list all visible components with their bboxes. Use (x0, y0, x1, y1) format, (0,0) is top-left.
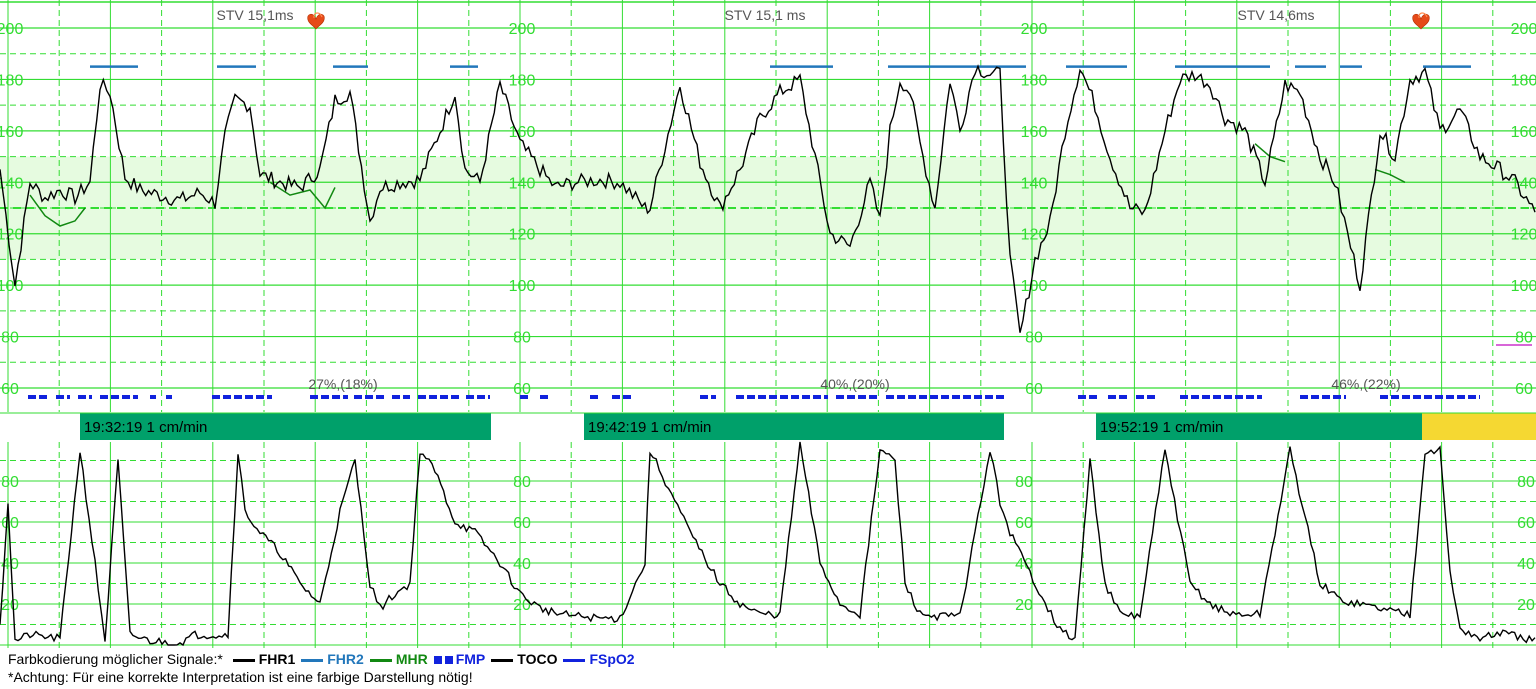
fhr-y-tick-label: 120 (0, 227, 23, 244)
fhr-y-tick-label: 60 (1, 381, 19, 398)
toco-y-tick-label: 80 (1015, 474, 1033, 491)
fhr-y-tick-label: 120 (509, 227, 536, 244)
fhr-y-tick-label: 60 (1515, 381, 1533, 398)
fhr-y-tick-label: 100 (0, 278, 23, 295)
stv-label: STV 15,1ms (216, 7, 293, 23)
fhr-y-tick-label: 200 (0, 21, 23, 38)
toco-y-tick-label: 40 (1517, 556, 1535, 573)
legend-label: FSpO2 (589, 651, 635, 667)
toco-y-tick-label: 80 (1, 474, 19, 491)
legend-swatch (491, 658, 514, 662)
fhr-y-tick-label: 60 (1025, 381, 1043, 398)
heart-icon (1412, 12, 1430, 30)
toco-y-tick-label: 40 (513, 556, 531, 573)
toco-y-tick-label: 80 (1517, 474, 1535, 491)
toco-y-tick-label: 60 (1015, 515, 1033, 532)
legend-swatch (433, 656, 442, 665)
fhr-y-tick-label: 160 (0, 124, 23, 141)
legend-item-toco: TOCO (491, 651, 557, 667)
toco-y-tick-label: 20 (1517, 597, 1535, 614)
legend-swatch (563, 658, 586, 662)
legend-label: FHR1 (258, 651, 296, 667)
percent-label: 40%,(20%) (820, 376, 889, 392)
fhr-y-tick-label: 120 (1511, 227, 1536, 244)
legend-note: *Achtung: Für eine korrekte Interpretati… (8, 669, 473, 685)
heart-icon (307, 12, 325, 30)
stv-label: STV 14,6ms (1237, 7, 1314, 23)
stv-label: STV 15,1 ms (725, 7, 806, 23)
toco-y-tick-label: 20 (513, 597, 531, 614)
legend-swatch (232, 658, 255, 662)
percent-label: 27%,(18%) (308, 376, 377, 392)
toco-y-tick-label: 60 (1517, 515, 1535, 532)
time-band: 19:32:19 1 cm/min 19:42:19 1 cm/min 19:52:… (0, 412, 1536, 440)
legend-swatch (301, 658, 324, 662)
fhr-y-tick-label: 180 (1021, 72, 1048, 89)
fhr-y-tick-label: 200 (1511, 21, 1536, 38)
toco-y-tick-label: 60 (513, 515, 531, 532)
legend-label: MHR (395, 651, 428, 667)
toco-y-tick-label: 20 (1015, 597, 1033, 614)
fhr-y-tick-label: 60 (513, 381, 531, 398)
fhr-y-tick-label: 140 (509, 175, 536, 192)
fhr-y-tick-label: 140 (0, 175, 23, 192)
legend-intro: Farbkodierung möglicher Signale:* (8, 651, 223, 667)
legend-swatch (369, 658, 392, 662)
heart-highlight (313, 12, 323, 19)
fhr-y-tick-label: 140 (1021, 175, 1048, 192)
time-band-segment (584, 413, 1004, 440)
fhr-y-tick-label: 180 (0, 72, 23, 89)
percent-label: 46%,(22%) (1331, 376, 1400, 392)
toco-y-tick-label: 60 (1, 515, 19, 532)
legend-row: Farbkodierung möglicher Signale:* FHR1 FH… (8, 650, 635, 668)
legend-items: FHR1 FHR2 MHR FMP TOCO FSpO2 (227, 651, 635, 667)
fhr-y-tick-label: 80 (513, 330, 531, 347)
time-label: 19:52:19 1 cm/min (1100, 419, 1223, 436)
toco-y-tick-label: 40 (1, 556, 19, 573)
time-label: 19:42:19 1 cm/min (588, 419, 711, 436)
fhr-y-tick-label: 160 (1021, 124, 1048, 141)
heart-shape (1412, 13, 1430, 30)
heart-shape (307, 13, 325, 30)
legend-item-fhr2: FHR2 (301, 651, 364, 667)
fhr-y-tick-label: 80 (1515, 330, 1533, 347)
fhr1-line (0, 64, 1536, 333)
fhr-y-tick-label: 160 (1511, 124, 1536, 141)
fhr-y-tick-label: 160 (509, 124, 536, 141)
legend-label: FMP (455, 651, 486, 667)
fhr-y-tick-label: 140 (1511, 175, 1536, 192)
time-band-segment (1096, 413, 1422, 440)
legend-item-fmp: FMP (433, 651, 486, 667)
mhr-line (29, 143, 1406, 227)
fhr-y-tick-label: 180 (509, 72, 536, 89)
toco-line (0, 441, 1536, 647)
toco-y-tick-label: 20 (1, 597, 19, 614)
fhr-y-tick-label: 100 (1511, 278, 1536, 295)
legend-label: FHR2 (327, 651, 364, 667)
legend-label: TOCO (517, 651, 558, 667)
fhr-y-tick-label: 200 (509, 21, 536, 38)
legend-swatch (444, 656, 453, 665)
toco-y-tick-label: 80 (513, 474, 531, 491)
time-band-highlight (1422, 413, 1536, 440)
fhr-y-tick-label: 80 (1025, 330, 1043, 347)
heart-highlight (1418, 12, 1428, 19)
fhr-y-tick-label: 120 (1021, 227, 1048, 244)
legend-item-fhr1: FHR1 (232, 651, 296, 667)
legend-item-mhr: MHR (369, 651, 428, 667)
time-band-segment (80, 413, 491, 440)
time-label: 19:32:19 1 cm/min (84, 419, 207, 436)
legend-item-fspo2: FSpO2 (563, 651, 635, 667)
signal-legend: Farbkodierung möglicher Signale:* FHR1 FH… (8, 650, 635, 686)
fhr-panel: 60 80 100 120 140 160 180 200 60 80 100 120 140 160 18… (0, 0, 1536, 412)
fhr-y-tick-label: 200 (1021, 21, 1048, 38)
ctg-chart: 60 80 100 120 140 160 180 200 60 80 100 120 140 160 18… (0, 0, 1536, 648)
fhr-y-tick-label: 100 (509, 278, 536, 295)
fhr-y-tick-label: 80 (1, 330, 19, 347)
fhr-y-tick-label: 180 (1511, 72, 1536, 89)
fhr-y-tick-label: 100 (1021, 278, 1048, 295)
